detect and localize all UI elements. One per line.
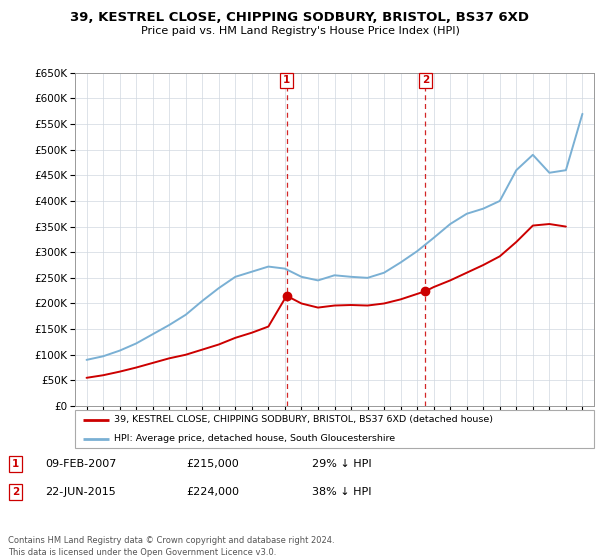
Text: 1: 1 bbox=[12, 459, 19, 469]
Text: 29% ↓ HPI: 29% ↓ HPI bbox=[312, 459, 371, 469]
Text: 2: 2 bbox=[12, 487, 19, 497]
Text: 2: 2 bbox=[422, 76, 429, 85]
Text: 1: 1 bbox=[283, 76, 290, 85]
Text: 39, KESTREL CLOSE, CHIPPING SODBURY, BRISTOL, BS37 6XD: 39, KESTREL CLOSE, CHIPPING SODBURY, BRI… bbox=[71, 11, 530, 24]
Text: 38% ↓ HPI: 38% ↓ HPI bbox=[312, 487, 371, 497]
Text: 09-FEB-2007: 09-FEB-2007 bbox=[45, 459, 116, 469]
Text: 39, KESTREL CLOSE, CHIPPING SODBURY, BRISTOL, BS37 6XD (detached house): 39, KESTREL CLOSE, CHIPPING SODBURY, BRI… bbox=[114, 416, 493, 424]
Text: 22-JUN-2015: 22-JUN-2015 bbox=[45, 487, 116, 497]
Text: Contains HM Land Registry data © Crown copyright and database right 2024.
This d: Contains HM Land Registry data © Crown c… bbox=[8, 536, 334, 557]
Text: Price paid vs. HM Land Registry's House Price Index (HPI): Price paid vs. HM Land Registry's House … bbox=[140, 26, 460, 36]
Text: £224,000: £224,000 bbox=[186, 487, 239, 497]
Text: £215,000: £215,000 bbox=[186, 459, 239, 469]
Text: HPI: Average price, detached house, South Gloucestershire: HPI: Average price, detached house, Sout… bbox=[114, 435, 395, 444]
